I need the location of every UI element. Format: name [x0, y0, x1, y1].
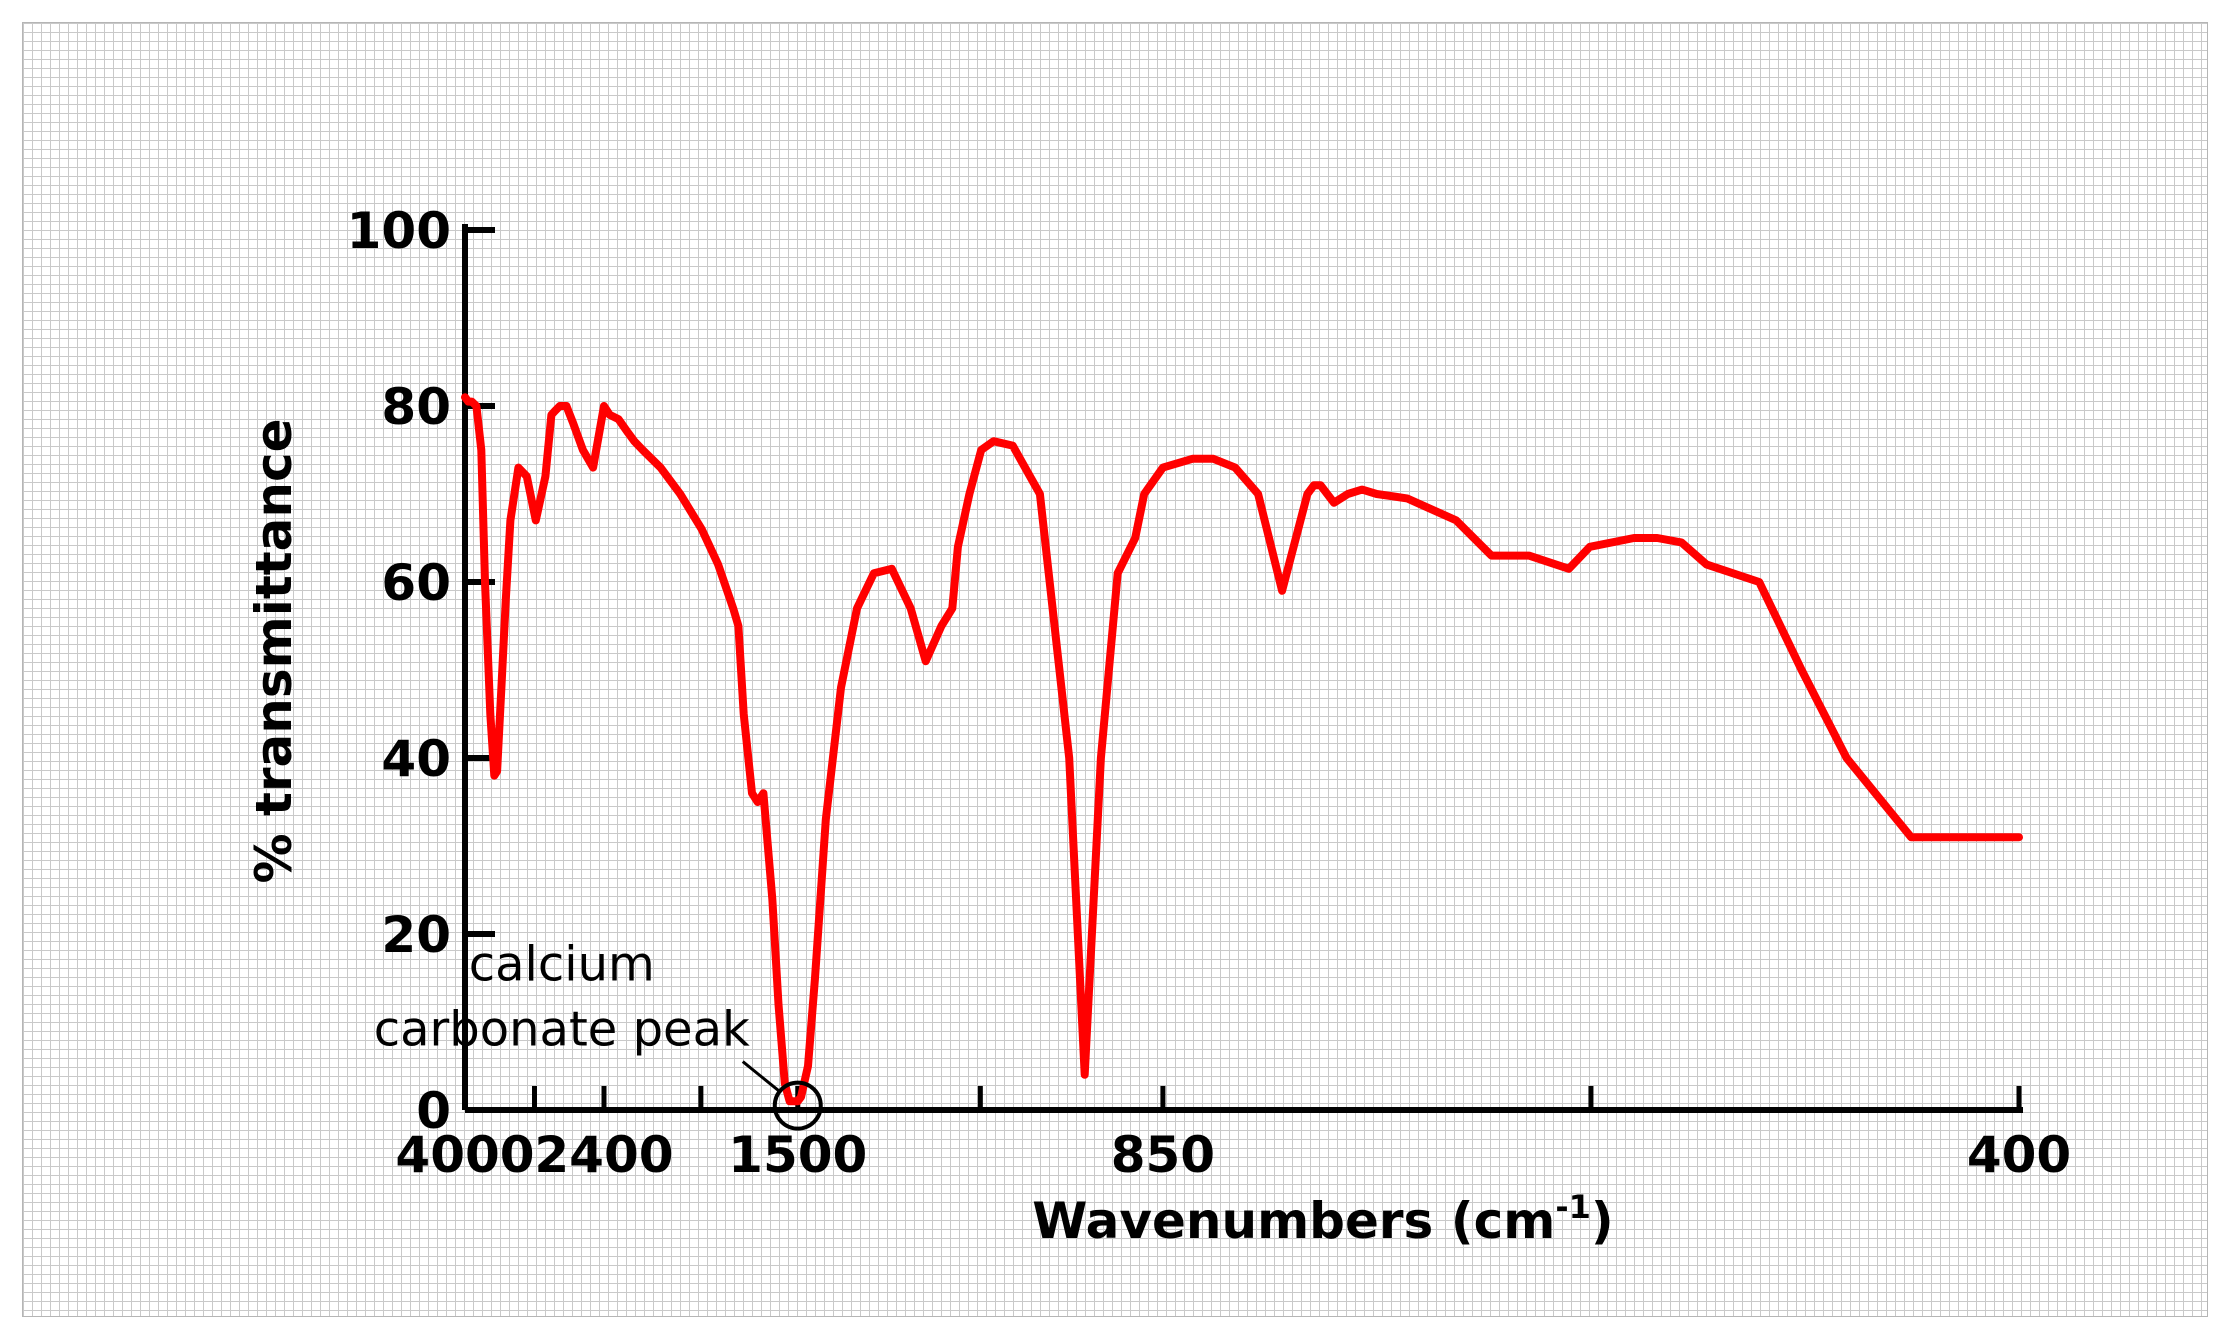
annotation-layer: calcium carbonate peak — [374, 937, 823, 1131]
y-tick-label-60: 60 — [381, 554, 451, 612]
tick-labels: 0 20 40 60 80 100 4000 2400 1500 850 400 — [347, 202, 2072, 1184]
annotation-circle — [772, 1080, 823, 1131]
x-axis-label-close: ) — [1591, 1192, 1614, 1250]
annotation-text-line1: calcium — [469, 937, 655, 993]
series-layer — [461, 393, 2023, 1106]
chart-frame: 0 20 40 60 80 100 4000 2400 1500 850 400 calcium ca… — [22, 22, 2208, 1317]
spectrum-line-1 — [461, 393, 2023, 1106]
axes — [462, 224, 2023, 1113]
x-tick-label-2400: 2400 — [534, 1126, 673, 1184]
y-tick-label-80: 80 — [381, 378, 451, 436]
x-tick-label-400: 400 — [1967, 1126, 2071, 1184]
x-tick-label-850: 850 — [1111, 1126, 1215, 1184]
x-axis-label-superscript: -1 — [1555, 1188, 1591, 1226]
annotation-leader-line — [741, 1060, 781, 1093]
y-tick-label-20: 20 — [381, 906, 451, 964]
y-tick-label-100: 100 — [347, 202, 451, 260]
x-axis-label-main: Wavenumbers (cm — [1032, 1192, 1555, 1250]
y-axis-label: % transmittance — [245, 418, 303, 883]
x-tick-label-1500: 1500 — [728, 1126, 867, 1184]
x-axis-label: Wavenumbers (cm-1) — [1032, 1188, 1613, 1250]
ticks — [462, 227, 2022, 1113]
annotation-text-line2: carbonate peak — [374, 1002, 750, 1058]
y-tick-label-40: 40 — [381, 730, 451, 788]
y-tick-label-0: 0 — [416, 1082, 451, 1140]
x-tick-label-4000: 4000 — [395, 1126, 534, 1184]
